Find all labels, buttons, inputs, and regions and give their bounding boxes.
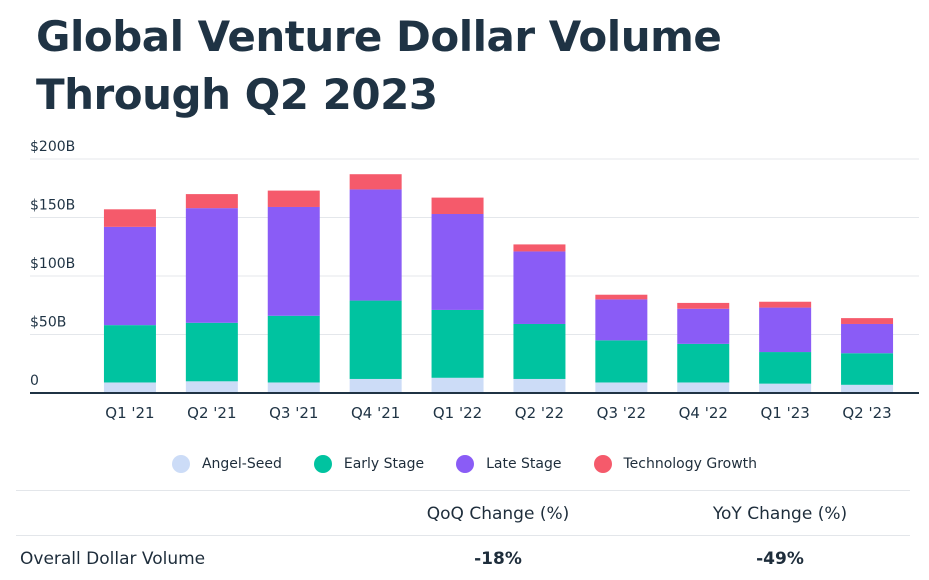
legend-label-early-stage: Early Stage (343, 456, 425, 472)
x-tick-label: Q4 '21 (351, 404, 400, 422)
legend-item-late-stage: Late Stage (456, 455, 562, 473)
table-header-row: QoQ Change (%) YoY Change (%) (16, 490, 910, 535)
bar-segment-angel-seed (185, 381, 238, 393)
bar-segment-angel-seed (759, 383, 812, 393)
y-tick-label: 0 (30, 373, 39, 389)
legend-item-angel-seed: Angel-Seed (171, 455, 282, 473)
bar-segment-early-stage (349, 300, 402, 379)
bar-segment-early-stage (677, 343, 730, 383)
bar-segment-technology-growth (759, 301, 812, 308)
bar-segment-early-stage (267, 315, 320, 383)
legend-swatch-angel-seed (171, 455, 190, 473)
bar-segment-early-stage (185, 322, 238, 382)
chart-title: Global Venture Dollar Volume Through Q2 … (36, 12, 722, 119)
x-tick-label: Q3 '21 (269, 404, 318, 422)
bar-segment-late-stage (349, 189, 402, 301)
bar-segment-angel-seed (677, 382, 730, 393)
chart-legend: Angel-Seed Early Stage Late Stage Techno… (0, 455, 929, 473)
bar-segment-technology-growth (349, 174, 402, 190)
y-tick-label: $150B (30, 198, 75, 214)
bar-segment-late-stage (267, 206, 320, 316)
bar-segment-late-stage (677, 308, 730, 344)
bar-segment-early-stage (431, 309, 484, 378)
bar-segment-late-stage (841, 323, 894, 354)
bar-segment-angel-seed (595, 382, 648, 393)
y-tick-label: $200B (30, 139, 75, 155)
header-yoy-text: YoY Change (%) (712, 504, 848, 524)
bar-segment-late-stage (759, 307, 812, 353)
bar-segment-technology-growth (513, 244, 566, 252)
header-qoq-text: QoQ Change (%) (426, 504, 570, 524)
legend-label-late-stage: Late Stage (486, 456, 562, 472)
table-row: Overall Dollar Volume -18% -49% (16, 535, 910, 580)
qoq-value: -18% (474, 549, 522, 569)
x-tick-label: Q2 '22 (515, 404, 564, 422)
bar-segment-technology-growth (103, 209, 156, 227)
bar-segment-technology-growth (595, 294, 648, 300)
legend-item-technology-growth: Technology Growth (593, 455, 758, 473)
bar-segment-early-stage (513, 323, 566, 379)
bar-segment-technology-growth (841, 318, 894, 324)
x-tick-label: Q2 '21 (187, 404, 236, 422)
legend-item-early-stage: Early Stage (313, 455, 425, 473)
x-tick-label: Q1 '22 (433, 404, 482, 422)
x-tick-label: Q2 '23 (842, 404, 891, 422)
bar-segment-angel-seed (103, 382, 156, 393)
bar-segment-early-stage (103, 325, 156, 383)
x-tick-label: Q1 '23 (760, 404, 809, 422)
bar-segment-early-stage (759, 352, 812, 384)
legend-swatch-late-stage (456, 455, 475, 473)
legend-swatch-technology-growth (593, 455, 612, 473)
bar-segment-late-stage (513, 251, 566, 324)
yoy-value: -49% (756, 549, 804, 569)
x-tick-label: Q1 '21 (105, 404, 154, 422)
bar-segment-late-stage (595, 299, 648, 341)
y-tick-label: $50B (30, 315, 66, 331)
legend-label-technology-growth: Technology Growth (623, 456, 758, 472)
legend-label-angel-seed: Angel-Seed (201, 456, 282, 472)
bar-segment-angel-seed (349, 378, 402, 393)
row-label: Overall Dollar Volume (20, 549, 206, 569)
stacked-bar-chart: 0 $50B $100B $150B $200B Q1 '21 Q2 '21 Q3 '21 Q4… (30, 139, 919, 422)
x-tick-label: Q4 '22 (679, 404, 728, 422)
bar-segment-late-stage (185, 208, 238, 323)
bar-segment-early-stage (595, 340, 648, 383)
bar-segment-angel-seed (267, 382, 320, 393)
bar-segment-technology-growth (677, 302, 730, 309)
bar-segment-early-stage (841, 353, 894, 385)
bar-segment-technology-growth (267, 190, 320, 207)
bar-segment-technology-growth (185, 194, 238, 209)
bar-segment-angel-seed (513, 378, 566, 393)
bar-segment-technology-growth (431, 197, 484, 214)
change-table: QoQ Change (%) YoY Change (%) Overall Do… (16, 490, 910, 580)
y-tick-label: $100B (30, 256, 75, 272)
bar-segment-angel-seed (841, 384, 894, 393)
legend-swatch-early-stage (313, 455, 332, 473)
bar-segment-angel-seed (431, 377, 484, 393)
bar-segment-late-stage (103, 226, 156, 326)
bar-segment-late-stage (431, 213, 484, 310)
x-tick-label: Q3 '22 (597, 404, 646, 422)
